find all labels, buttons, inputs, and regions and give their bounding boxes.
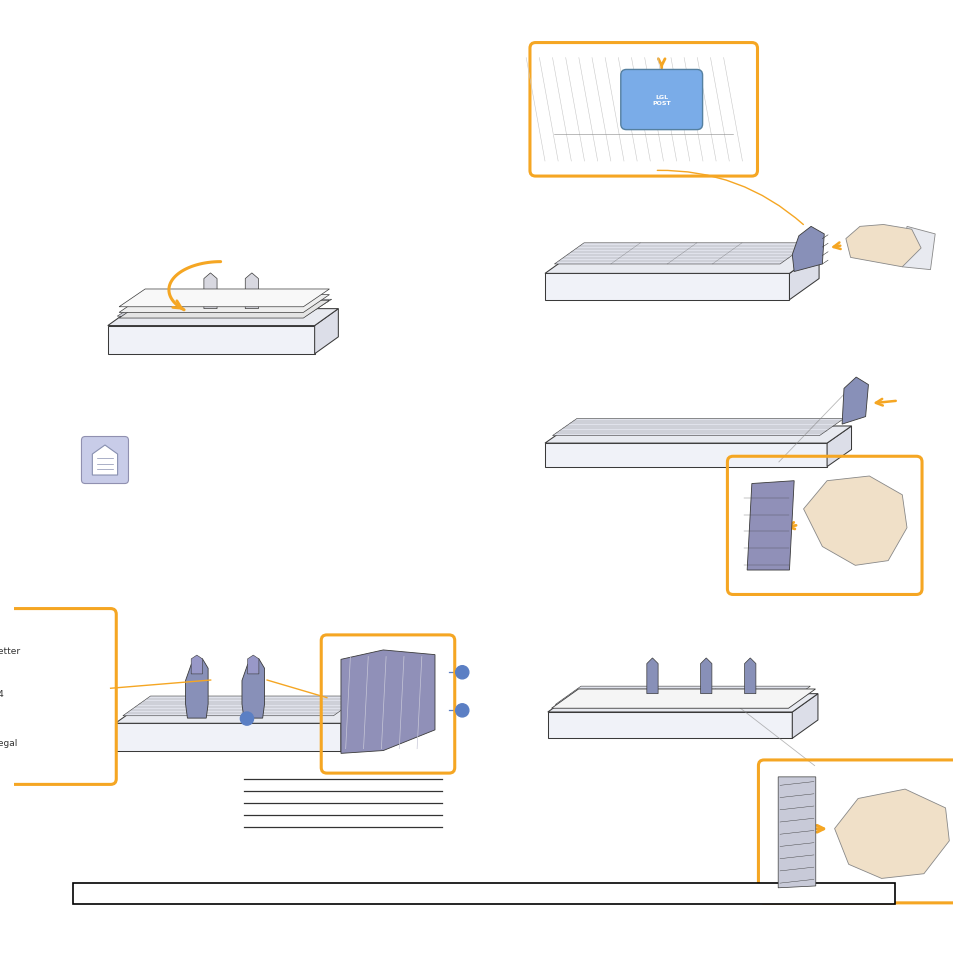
Polygon shape: [554, 244, 809, 265]
Text: A4: A4: [0, 689, 5, 698]
Polygon shape: [834, 789, 948, 879]
Polygon shape: [789, 253, 819, 300]
Polygon shape: [555, 686, 810, 704]
Text: Legal: Legal: [0, 739, 17, 747]
Polygon shape: [204, 274, 217, 310]
Polygon shape: [744, 659, 755, 694]
Polygon shape: [242, 659, 264, 719]
Polygon shape: [700, 659, 711, 694]
Polygon shape: [544, 274, 789, 300]
Polygon shape: [245, 274, 258, 310]
Polygon shape: [826, 427, 851, 467]
Polygon shape: [115, 723, 340, 752]
Polygon shape: [547, 712, 791, 739]
Polygon shape: [552, 419, 843, 436]
Text: Letter: Letter: [0, 646, 20, 656]
Polygon shape: [746, 481, 793, 571]
Polygon shape: [119, 290, 329, 308]
Polygon shape: [791, 227, 823, 273]
Polygon shape: [119, 295, 329, 314]
Polygon shape: [119, 301, 329, 318]
Polygon shape: [646, 659, 658, 694]
Polygon shape: [791, 694, 817, 739]
Polygon shape: [186, 659, 208, 719]
Circle shape: [456, 704, 468, 718]
Polygon shape: [117, 300, 332, 316]
Bar: [73, 883, 894, 903]
Polygon shape: [544, 253, 819, 274]
Polygon shape: [902, 227, 934, 271]
Polygon shape: [841, 377, 867, 425]
Polygon shape: [123, 697, 361, 716]
Polygon shape: [115, 704, 368, 723]
Polygon shape: [248, 656, 258, 674]
Circle shape: [456, 666, 468, 679]
Polygon shape: [802, 476, 906, 566]
Polygon shape: [778, 777, 815, 888]
Polygon shape: [340, 650, 435, 754]
Polygon shape: [108, 326, 314, 355]
Polygon shape: [92, 446, 117, 476]
Polygon shape: [845, 225, 921, 268]
Polygon shape: [551, 689, 815, 708]
Polygon shape: [191, 656, 202, 674]
Polygon shape: [340, 704, 368, 752]
Text: LGL
POST: LGL POST: [652, 95, 670, 106]
Polygon shape: [544, 427, 851, 444]
Polygon shape: [108, 310, 338, 326]
Polygon shape: [547, 694, 817, 712]
Polygon shape: [314, 310, 338, 355]
Polygon shape: [544, 444, 826, 467]
FancyBboxPatch shape: [81, 437, 129, 484]
Circle shape: [240, 712, 253, 725]
FancyBboxPatch shape: [620, 71, 701, 131]
